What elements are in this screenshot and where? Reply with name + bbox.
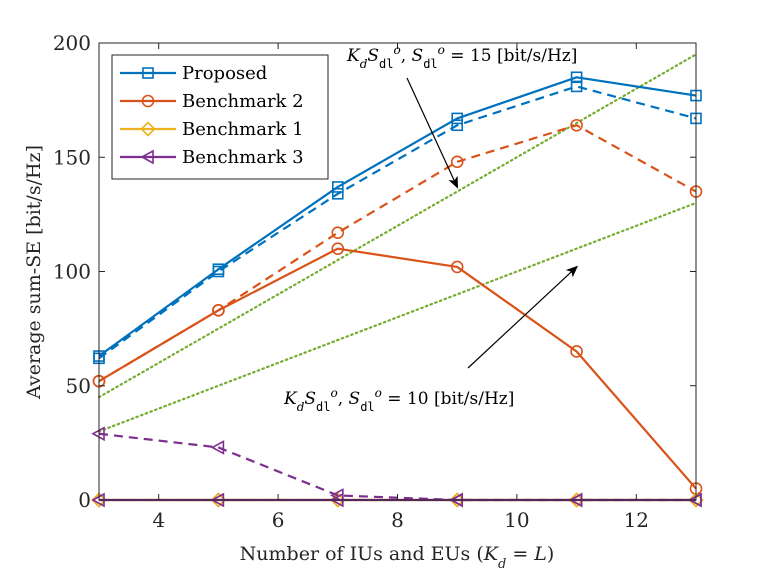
tick-labels: 4 6 8 10 12 0 50 100 150 200	[53, 31, 649, 532]
annotation-part: ,	[338, 389, 349, 409]
legend-box	[111, 54, 329, 180]
annotation-part: ,	[401, 46, 412, 66]
x-tick-label: 4	[152, 508, 165, 532]
legend: Proposed Benchmark 2 Benchmark 1 Benchmark …	[111, 54, 329, 180]
x-tick-label: 12	[624, 508, 649, 532]
reference-line-10	[97, 201, 698, 433]
annotation-text: KdSdlo, Sdlo = 10 [bit/s/Hz]	[283, 386, 514, 414]
annotation-part: o	[375, 386, 382, 400]
data-point	[570, 345, 583, 358]
data-point	[331, 181, 344, 193]
annotation-1: KdSdlo, Sdlo = 15 [bit/s/Hz]	[346, 43, 577, 189]
annotation-part: d	[360, 57, 368, 71]
annotation-part: dl	[360, 400, 374, 414]
annotation-part: S	[304, 389, 316, 409]
x-axis-label-sub: d	[498, 557, 506, 572]
legend-entry: Proposed	[120, 63, 267, 84]
annotation-part: = 10 [bit/s/Hz]	[382, 389, 514, 409]
legend-label: Benchmark 2	[182, 91, 304, 112]
data-point	[331, 226, 345, 239]
data-point	[570, 71, 583, 84]
data-point	[330, 488, 344, 503]
y-axis-label: Average sum-SE [bit/s/Hz]	[23, 145, 45, 400]
data-point	[450, 260, 464, 274]
data-point	[570, 118, 583, 132]
legend-swatch-marker	[140, 121, 156, 137]
x-tick-label: 6	[272, 508, 285, 532]
legend-swatch-marker	[140, 149, 154, 165]
annotation-part: d	[297, 400, 305, 414]
annotation-text: KdSdlo, Sdlo = 15 [bit/s/Hz]	[346, 43, 577, 71]
legend-label: Proposed	[182, 63, 267, 84]
annotation-part: dl	[316, 400, 330, 414]
x-tick-label: 8	[391, 508, 404, 532]
series-line	[98, 85, 697, 360]
x-axis-label-eq: =	[506, 543, 534, 565]
y-tick-label: 150	[53, 145, 91, 169]
annotation-part: o	[394, 43, 401, 57]
x-axis-label: Number of IUs and EUs (Kd = L)	[240, 543, 555, 572]
reference-line-15	[97, 53, 698, 399]
legend-entry: Benchmark 1	[120, 119, 304, 140]
series-line	[98, 76, 697, 357]
annotation-part: S	[412, 46, 424, 66]
data-point	[570, 80, 583, 93]
ticks	[99, 42, 696, 501]
y-tick-label: 50	[66, 374, 91, 398]
annotation-arrow	[406, 77, 459, 189]
legend-swatch-marker	[142, 67, 154, 79]
data-point	[212, 304, 225, 317]
y-tick-label: 100	[53, 260, 91, 284]
y-tick-label: 200	[53, 31, 91, 55]
reference-lines	[97, 53, 698, 433]
legend-entry: Benchmark 3	[120, 147, 304, 168]
series-line	[98, 247, 697, 490]
y-tick-label: 0	[78, 488, 91, 512]
data-point	[450, 155, 464, 169]
annotation-part: S	[367, 46, 379, 66]
annotation-part: o	[438, 43, 445, 57]
annotation-part: = 15 [bit/s/Hz]	[445, 46, 577, 66]
annotation-part: K	[283, 389, 298, 409]
legend-entry: Benchmark 2	[120, 91, 304, 112]
data-point	[451, 119, 464, 132]
annotation-2: KdSdlo, Sdlo = 10 [bit/s/Hz]	[283, 265, 579, 414]
annotations: KdSdlo, Sdlo = 15 [bit/s/Hz]KdSdlo, Sdlo…	[283, 43, 579, 414]
x-axis-label-close: )	[547, 543, 554, 565]
annotation-part: dl	[423, 57, 437, 71]
annotation-part: o	[331, 386, 338, 400]
annotation-part: S	[349, 389, 361, 409]
x-axis-label-text: Number of IUs and EUs (	[240, 543, 484, 565]
data-point	[212, 265, 225, 278]
annotation-part: dl	[379, 57, 393, 71]
legend-label: Benchmark 1	[182, 119, 304, 140]
data-point	[451, 112, 464, 125]
data-point	[210, 440, 225, 455]
x-tick-label: 10	[504, 508, 529, 532]
x-axis-label-k: K	[483, 543, 500, 565]
annotation-part: K	[346, 46, 361, 66]
x-axis-label-l: L	[533, 543, 547, 565]
legend-label: Benchmark 3	[182, 147, 304, 168]
annotation-arrow	[467, 265, 579, 369]
legend-swatch-marker	[141, 94, 155, 108]
data-point	[331, 242, 345, 255]
series-line	[98, 124, 697, 383]
data-point	[331, 188, 344, 200]
